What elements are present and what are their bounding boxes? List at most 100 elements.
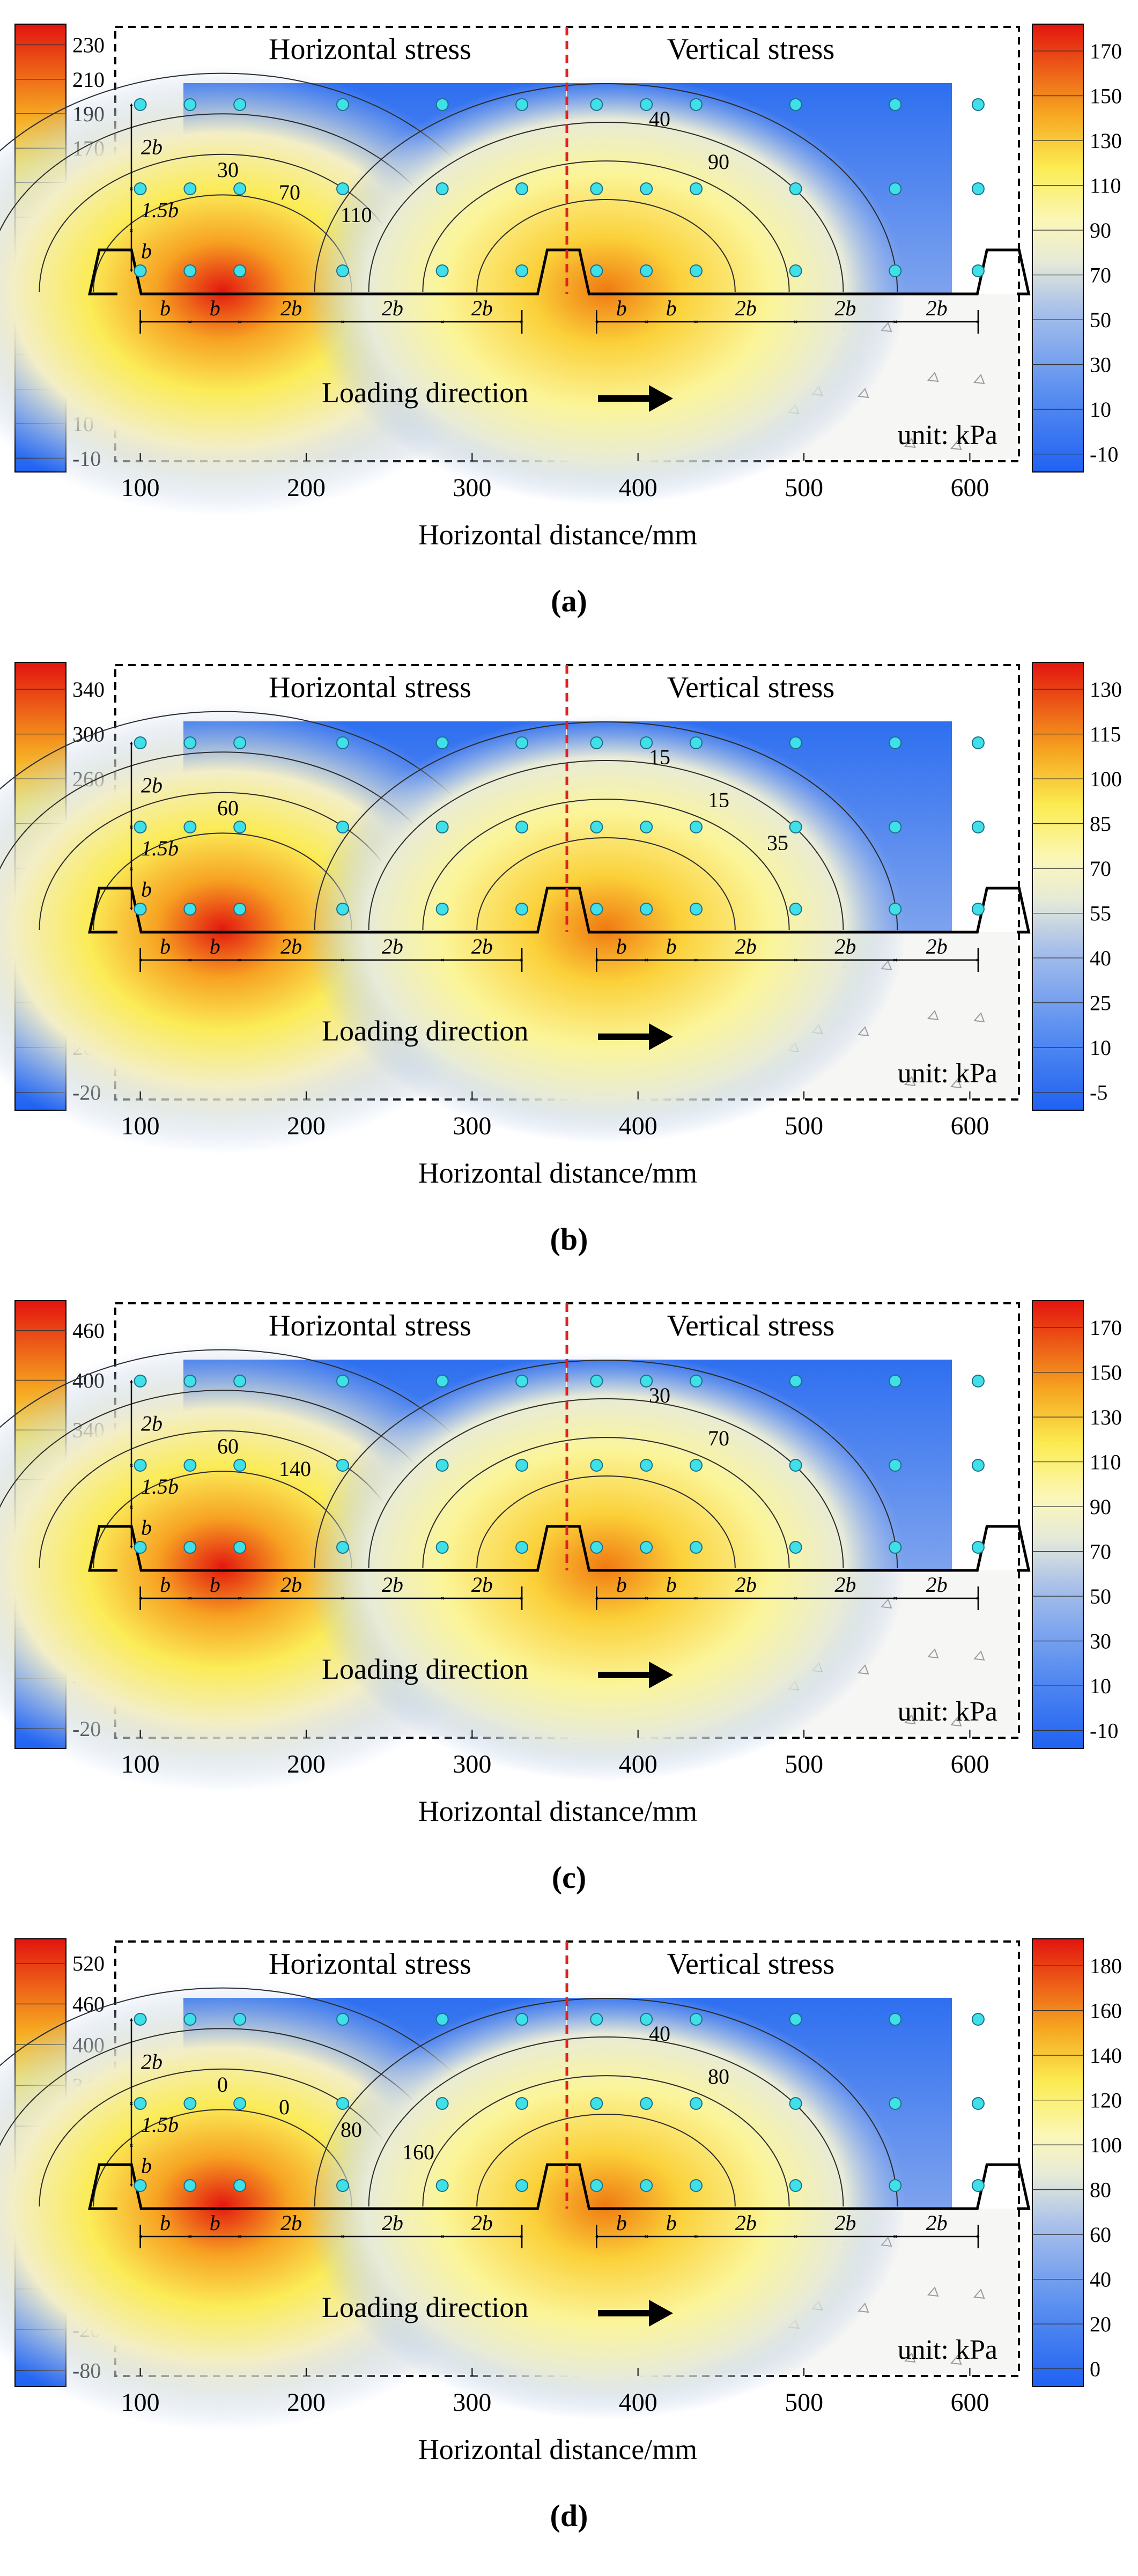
x-tick-label: 200 [287,1112,326,1140]
x-tick-label: 300 [453,474,491,502]
sensor-marker [640,821,653,833]
x-tick-label: 400 [619,474,657,502]
contour-field-right [306,714,952,1143]
contour-line [476,199,736,292]
x-tick-label: 500 [785,474,823,502]
colorbar-right-label: 150 [1090,1361,1122,1385]
spacing-label: 2b [735,2211,757,2235]
loading-arrow [598,2300,673,2327]
contour-label-right: 15 [708,788,729,812]
dimension-label: 2b [141,1412,162,1436]
loading-arrow [598,385,673,412]
spacing-label: b [210,2211,220,2235]
colorbar-right-label: 20 [1090,2312,1111,2336]
colorbar-right-label: 55 [1090,902,1111,926]
sensor-marker [789,903,802,916]
sensor-marker [590,1541,603,1554]
geogrid-profile [88,2163,1031,2210]
sensor-marker [515,2179,529,2192]
x-tick-label: 200 [287,1750,326,1778]
x-tick-label: 100 [121,2388,160,2417]
soil-grain [950,1716,962,1727]
x-tick-label: 100 [121,474,160,502]
x-tick-label: 600 [950,474,989,502]
sensor-marker [515,903,529,916]
sensor-marker [789,1375,802,1387]
colorbar-right-label: 170 [1090,1316,1122,1340]
right-title: Vertical stress [667,1947,835,1981]
sensor-marker [515,98,529,111]
sensor-marker [336,2179,349,2192]
left-title: Horizontal stress [269,1947,471,1981]
sensor-marker [640,903,653,916]
colorbar-right-label: 80 [1090,2178,1111,2202]
colorbar-right-label: 140 [1090,2043,1122,2068]
unit-label: unit: kPa [898,420,997,451]
dimension-label: 1.5b [141,198,179,222]
colorbar-right-ramp [1032,1300,1084,1749]
sensor-marker [233,736,247,749]
x-tick-label: 300 [453,1750,491,1778]
panel-b: 3403002602201801401006020-20130115100857… [0,662,1122,1257]
sensor-marker [183,264,197,277]
left-title: Horizontal stress [269,671,471,704]
colorbar-right: 130 115 100 85 70 55 40 25 10 -5 [1032,662,1122,1111]
colorbar-left-label: 340 [72,677,105,702]
spacing-label: b [210,1573,220,1597]
dimension-label: 2b [141,135,162,159]
contour-label-right: 40 [649,2021,670,2046]
sensor-marker [336,264,349,277]
contour-hotspot [306,1991,906,2420]
spacing-label: b [160,934,171,958]
sensor-marker [183,736,197,749]
sensor-marker [789,1459,802,1472]
sensor-marker [789,821,802,833]
contour-label-right: 70 [708,1426,729,1450]
sensor-marker [590,821,603,833]
spacing-label: 2b [926,1573,948,1597]
x-tick-label: 400 [619,1112,657,1140]
contour-line [368,122,844,292]
colorbar-right-label: 110 [1090,174,1121,198]
contour-label-left: 110 [341,203,372,227]
panel-caption: (b) [550,1222,588,1257]
contour-label-left: 160 [402,2140,434,2164]
sensor-marker [233,1459,247,1472]
sensor-marker [971,821,985,833]
sensor-marker [889,182,902,195]
contour-label-left: 60 [217,796,239,820]
contour-line [422,160,790,292]
colorbar-right-label: 130 [1090,1405,1122,1429]
sensor-marker [689,2013,703,2026]
sensor-marker [889,2013,902,2026]
sensor-marker [183,2097,197,2110]
panel-d: 52046040034028022016010040-20-8018016014… [0,1938,1122,2533]
contour-line [476,1475,736,1569]
soil-grain [904,438,916,448]
colorbar-right: 170 150 130 110 90 70 50 30 10 -10 [1032,24,1122,473]
contour-label-right: 40 [649,107,670,131]
loading-label: Loading direction [322,1653,528,1685]
sensor-marker [640,2179,653,2192]
contour-line [368,1398,844,1569]
dimension-label: 2b [141,2050,162,2074]
sensor-marker [435,903,449,916]
sensor-marker [971,736,985,749]
sensor-marker [134,821,147,833]
spacing-label: 2b [280,296,302,320]
contour-hotspot [306,714,906,1143]
sensor-marker [971,2097,985,2110]
colorbar-right-label: 50 [1090,308,1111,332]
colorbar-right-label: 180 [1090,1954,1122,1978]
sensor-marker [134,182,147,195]
contour-line [368,2036,844,2207]
sensor-marker [233,2013,247,2026]
sensor-marker [515,736,529,749]
panel-c: 46040034028022016010040-2017015013011090… [0,1300,1122,1895]
contour-hotspot [306,76,906,505]
contour-label-left: 60 [217,1434,239,1458]
x-axis-label: Horizontal distance/mm [418,2433,697,2466]
contour-label-right: 90 [708,150,729,174]
contour-field-right [306,1353,952,1782]
sensor-marker [134,736,147,749]
